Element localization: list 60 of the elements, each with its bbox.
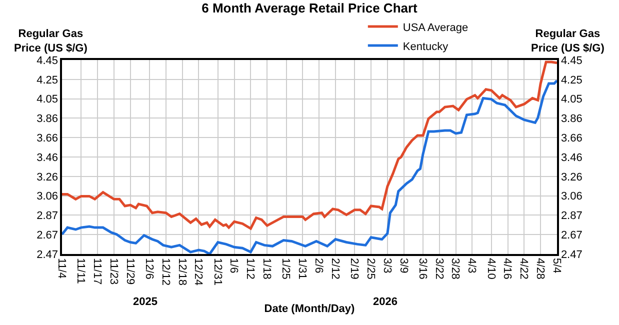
y-tick-label: 3.86: [36, 113, 58, 126]
x-tick-label: 4/3: [466, 258, 478, 274]
text: 2025: [133, 296, 158, 308]
x-tick-label: 3/16: [416, 258, 428, 280]
x-tick-label: 5/4: [550, 258, 562, 274]
x-tick-label: 11/11: [74, 258, 87, 284]
y-axis-title: Regular Gas Price (US $/G): [14, 28, 88, 54]
x-tick-label: 1/25: [280, 258, 292, 280]
x-tick-label: 1/18: [260, 258, 273, 280]
y-tick-label: 3.06: [36, 190, 58, 203]
y2-tick-label: 2.47: [560, 248, 582, 261]
x-tick-label: 1/12: [244, 258, 256, 280]
x-tick-label: 2/6: [312, 258, 324, 274]
line-series: [62, 79, 557, 254]
x-tick-label: 11/17: [90, 258, 103, 285]
x-tick-label: 3/3: [380, 258, 393, 274]
y2-tick-label: 3.06: [560, 190, 582, 203]
x-axis-title: Date (Month/Day): [264, 303, 356, 316]
x-tick-label: 2/12: [328, 258, 341, 280]
line-series: [62, 60, 557, 230]
y2-tick-label: 4.25: [560, 74, 582, 86]
y2-axis-title: Regular Gas Price (US $/G): [531, 28, 605, 54]
y2-tick-label: 2.87: [560, 210, 582, 222]
y-tick-label: 3.66: [36, 132, 58, 144]
x-tick-label: 3/9: [397, 258, 410, 274]
x-tick-label: 12/6: [142, 258, 155, 280]
y-tick-label: 4.25: [36, 74, 58, 86]
text: 2026: [373, 296, 398, 308]
x-tick-label: 12/12: [159, 258, 172, 286]
x-tick-label: 4/16: [501, 258, 514, 280]
y-tick-label: 4.45: [36, 54, 58, 67]
x-tick-label: 2/25: [364, 258, 376, 280]
y2-tick-label: 3.26: [560, 171, 582, 184]
x-tick-label: 3/28: [449, 258, 462, 280]
x-tick-label: 12/31: [211, 258, 224, 286]
x-tick-label: 11/29: [124, 258, 136, 285]
x-tick-label: 4/10: [484, 258, 497, 280]
y2-tick-label: 3.66: [560, 132, 582, 144]
legend-label: USA Average: [402, 22, 468, 34]
x-tick-label: 12/18: [176, 258, 188, 286]
y-tick-label: 2.67: [36, 229, 58, 242]
x-tick-label: 3/22: [432, 258, 445, 280]
x-tick-label: 2/19: [348, 258, 360, 280]
y2-tick-label: 3.46: [560, 152, 582, 164]
chart-title: 6 Month Average Retail Price Chart: [202, 0, 418, 16]
y2-tick-label: 4.45: [560, 54, 582, 67]
x-tick-label: 11/23: [107, 258, 120, 285]
y-tick-label: 4.05: [36, 94, 58, 106]
y2-tick-label: 3.86: [560, 113, 582, 126]
x-tick-label: 12/24: [192, 258, 204, 286]
x-tick-label: 4/22: [518, 258, 530, 280]
y-tick-label: 2.87: [36, 210, 58, 222]
x-tick-label: 4/28: [534, 258, 546, 280]
y2-tick-label: 4.05: [560, 94, 582, 106]
x-tick-label: 1/6: [228, 258, 240, 274]
y-tick-label: 3.46: [36, 152, 58, 164]
x-tick-label: 1/31: [296, 258, 308, 280]
y-tick-label: 3.26: [36, 171, 58, 184]
y2-tick-label: 2.67: [560, 229, 582, 242]
legend-label: Kentucky: [402, 40, 449, 53]
